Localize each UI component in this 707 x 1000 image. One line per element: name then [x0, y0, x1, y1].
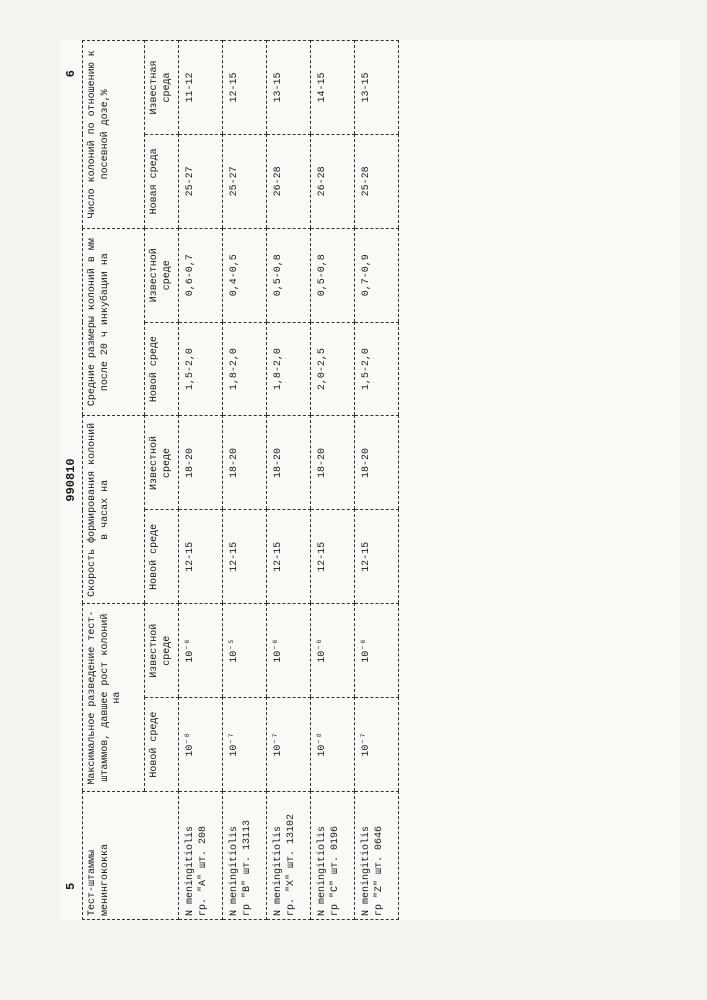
page-container: 5 990810 6 Тест-штаммы менингококка Макс… — [60, 40, 680, 920]
sub-count-known: Известная среда — [145, 41, 179, 135]
strain-line2: гр "B" шт. 13113 — [242, 795, 255, 916]
page-header: 5 990810 6 — [60, 40, 82, 920]
table-header-main-row: Тест-штаммы менингококка Максимальное ра… — [83, 41, 145, 920]
table-row: N meningitiolis гр. "X" шт. 13102 10⁻⁷ 1… — [267, 41, 311, 920]
cell-count-new: 26-28 — [267, 134, 311, 228]
cell-size-known: 0,6-0,7 — [179, 228, 223, 322]
table-row: N meningitiolis гр. "A" шт. 208 10⁻⁸ 10⁻… — [179, 41, 223, 920]
cell-speed-known: 18-20 — [267, 416, 311, 510]
cell-dil-known: 10⁻⁶ — [355, 604, 399, 698]
strain-cell: N meningitiolis гр. "X" шт. 13102 — [267, 792, 311, 920]
cell-size-known: 0,5-0,8 — [311, 228, 355, 322]
sub-speed-new: Новой среде — [145, 510, 179, 604]
cell-speed-new: 12-15 — [311, 510, 355, 604]
cell-count-new: 26-28 — [311, 134, 355, 228]
cell-dil-known: 10⁻⁶ — [267, 604, 311, 698]
strain-line2: гр "Z" шт. 0646 — [374, 795, 387, 916]
cell-count-known: 14-15 — [311, 41, 355, 135]
sub-speed-known: Известной среде — [145, 416, 179, 510]
page-number-left: 5 — [64, 883, 78, 890]
cell-size-new: 1,5-2,0 — [179, 322, 223, 416]
cell-speed-new: 12-15 — [267, 510, 311, 604]
cell-count-new: 25-27 — [179, 134, 223, 228]
strain-line2: гр. "A" шт. 208 — [198, 795, 211, 916]
sub-size-new: Новой среде — [145, 322, 179, 416]
cell-speed-new: 12-15 — [223, 510, 267, 604]
cell-speed-known: 18-20 — [223, 416, 267, 510]
strain-cell: N meningitiolis гр "B" шт. 13113 — [223, 792, 267, 920]
cell-dil-new: 10⁻⁷ — [267, 698, 311, 792]
cell-dil-known: 10⁻⁶ — [311, 604, 355, 698]
table-header-sub-row: Новой среде Известной среде Новой среде … — [145, 41, 179, 920]
strain-line1: N meningitiolis — [317, 795, 330, 916]
cell-dil-new: 10⁻⁸ — [311, 698, 355, 792]
cell-dil-known: 10⁻⁶ — [179, 604, 223, 698]
sub-size-known: Известной среде — [145, 228, 179, 322]
table-row: N meningitiolis гр "Z" шт. 0646 10⁻⁷ 10⁻… — [355, 41, 399, 920]
cell-size-known: 0,7-0,9 — [355, 228, 399, 322]
cell-size-new: 1,5-2,0 — [355, 322, 399, 416]
cell-speed-new: 12-15 — [355, 510, 399, 604]
cell-speed-known: 18-20 — [311, 416, 355, 510]
cell-dil-known: 10⁻⁵ — [223, 604, 267, 698]
sub-dil-new: Новой среде — [145, 698, 179, 792]
cell-count-new: 25-28 — [355, 134, 399, 228]
col-strain: Тест-штаммы менингококка — [83, 792, 179, 920]
table-row: N meningitiolis гр "C" шт. 0196 10⁻⁸ 10⁻… — [311, 41, 355, 920]
document-id: 990810 — [64, 458, 78, 501]
cell-count-known: 11-12 — [179, 41, 223, 135]
page-number-right: 6 — [64, 70, 78, 77]
cell-size-new: 1,8-2,0 — [223, 322, 267, 416]
cell-count-new: 25-27 — [223, 134, 267, 228]
strain-line1: N meningitiolis — [229, 795, 242, 916]
cell-size-known: 0,4-0,5 — [223, 228, 267, 322]
cell-dil-new: 10⁻⁸ — [179, 698, 223, 792]
cell-count-known: 13-15 — [355, 41, 399, 135]
strain-line1: N meningitiolis — [273, 795, 286, 916]
strain-line2: гр "C" шт. 0196 — [330, 795, 343, 916]
cell-size-new: 1,8-2,0 — [267, 322, 311, 416]
strain-line2: гр. "X" шт. 13102 — [286, 795, 299, 916]
cell-speed-known: 18-20 — [179, 416, 223, 510]
cell-size-known: 0,5-0,8 — [267, 228, 311, 322]
cell-speed-new: 12-15 — [179, 510, 223, 604]
cell-dil-new: 10⁻⁷ — [223, 698, 267, 792]
col-count: Число колоний по отношению к посевной до… — [83, 41, 145, 229]
cell-dil-new: 10⁻⁷ — [355, 698, 399, 792]
sub-dil-known: Известной среде — [145, 604, 179, 698]
sub-count-new: Новая среда — [145, 134, 179, 228]
cell-count-known: 13-15 — [267, 41, 311, 135]
data-table: Тест-штаммы менингококка Максимальное ра… — [82, 40, 399, 920]
col-dilution: Максимальное разведение тест-штаммов, да… — [83, 604, 145, 792]
table-body: N meningitiolis гр. "A" шт. 208 10⁻⁸ 10⁻… — [179, 41, 399, 920]
col-speed: Скорость формирования колоний в часах на — [83, 416, 145, 604]
table-row: N meningitiolis гр "B" шт. 13113 10⁻⁷ 10… — [223, 41, 267, 920]
cell-size-new: 2,0-2,5 — [311, 322, 355, 416]
strain-cell: N meningitiolis гр "C" шт. 0196 — [311, 792, 355, 920]
strain-line1: N meningitiolis — [361, 795, 374, 916]
cell-speed-known: 18-20 — [355, 416, 399, 510]
col-size: Средние размеры колоний в мм после 20 ч … — [83, 228, 145, 416]
strain-cell: N meningitiolis гр "Z" шт. 0646 — [355, 792, 399, 920]
strain-cell: N meningitiolis гр. "A" шт. 208 — [179, 792, 223, 920]
cell-count-known: 12-15 — [223, 41, 267, 135]
strain-line1: N meningitiolis — [185, 795, 198, 916]
